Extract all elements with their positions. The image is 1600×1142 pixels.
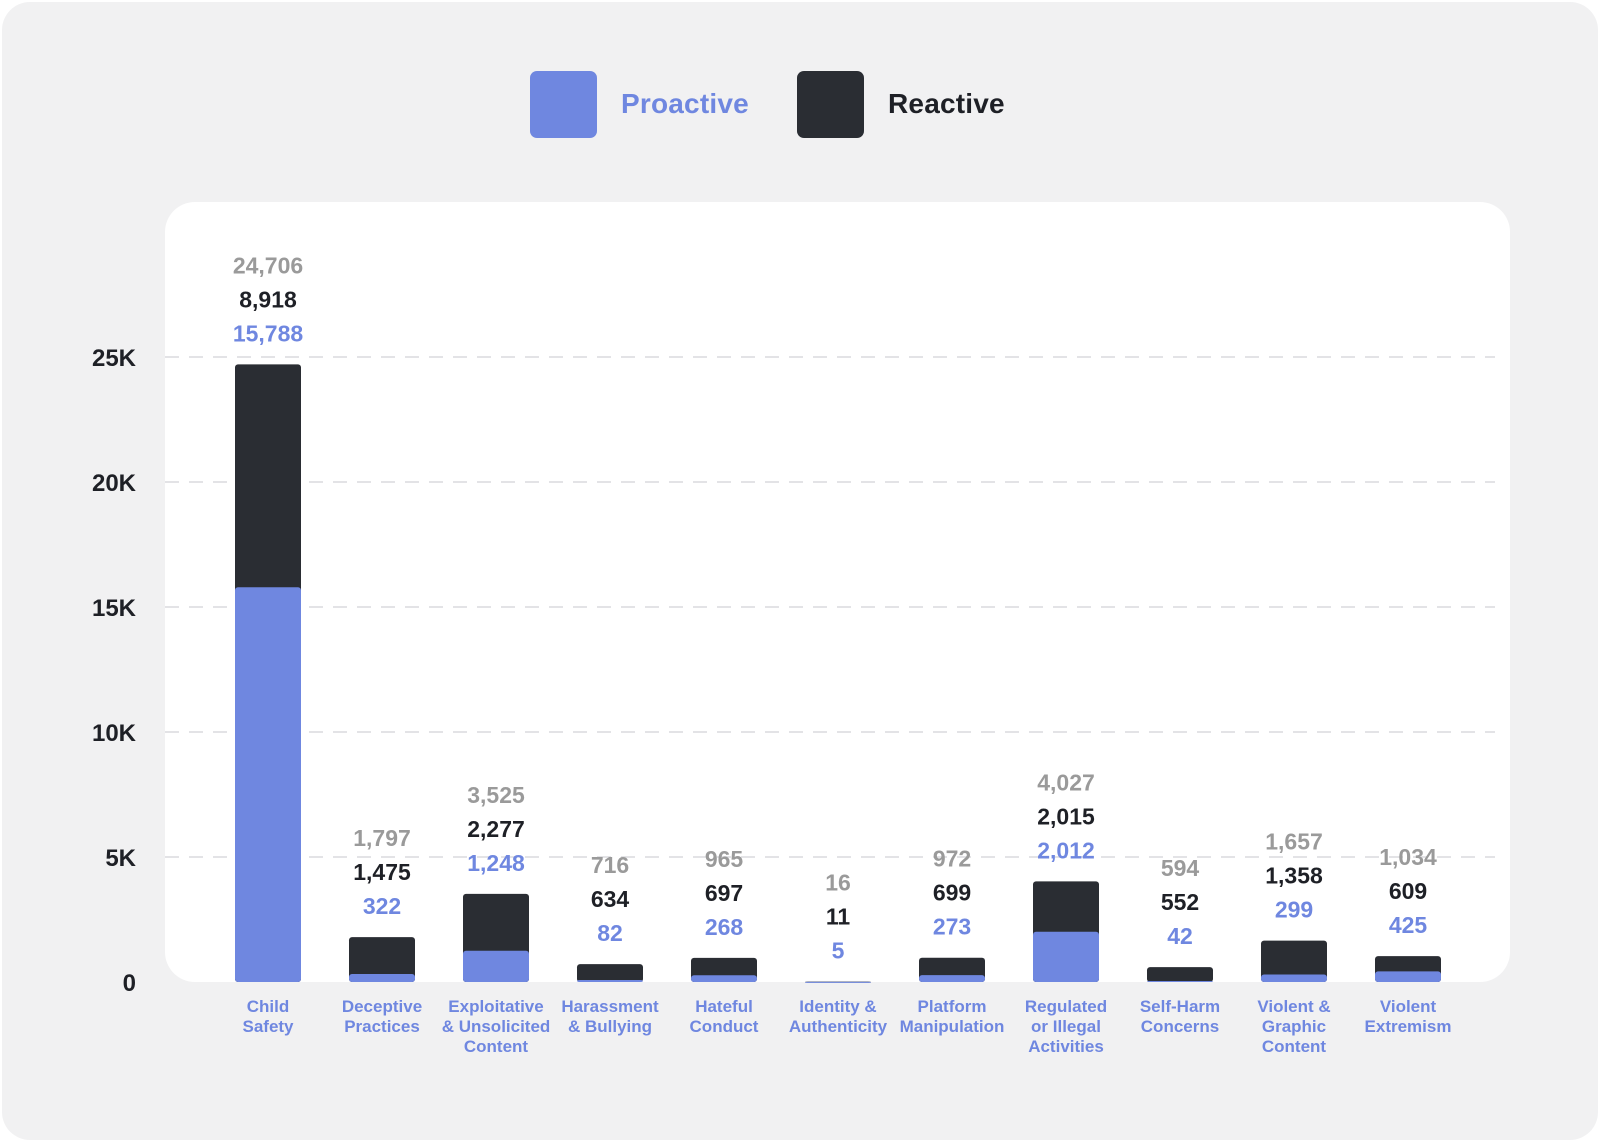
data-label-proactive: 5 xyxy=(832,938,845,964)
x-tick-label: Concerns xyxy=(1141,1017,1219,1036)
data-label-reactive: 2,015 xyxy=(1037,803,1095,829)
legend-label-reactive: Reactive xyxy=(888,88,1005,119)
data-label-total: 965 xyxy=(705,846,744,872)
x-tick-label: Identity & xyxy=(799,997,876,1016)
data-label-proactive: 322 xyxy=(363,893,401,919)
data-label-reactive: 11 xyxy=(826,904,851,930)
bar-reactive xyxy=(577,964,643,982)
data-label-total: 594 xyxy=(1161,855,1200,881)
data-label-total: 3,525 xyxy=(467,782,525,808)
data-label-reactive: 1,475 xyxy=(353,859,411,885)
data-label-proactive: 1,248 xyxy=(467,850,525,876)
x-tick-label: & Unsolicited xyxy=(442,1017,551,1036)
y-tick-label: 0 xyxy=(123,970,136,997)
bar-proactive xyxy=(577,979,643,982)
data-label-reactive: 697 xyxy=(705,880,743,906)
x-tick-label: Practices xyxy=(344,1017,420,1036)
data-label-reactive: 609 xyxy=(1389,878,1427,904)
data-label-total: 1,657 xyxy=(1265,829,1323,855)
legend-item-reactive: Reactive xyxy=(797,70,1005,138)
x-tick-label: Authenticity xyxy=(789,1017,888,1036)
y-tick-label: 25K xyxy=(92,345,137,372)
data-label-reactive: 699 xyxy=(933,880,971,906)
bar-reactive xyxy=(349,937,415,982)
x-tick-label: Violent xyxy=(1380,997,1437,1016)
x-tick-label: Graphic xyxy=(1262,1017,1326,1036)
bar-proactive xyxy=(1147,980,1213,982)
data-label-reactive: 552 xyxy=(1161,889,1199,915)
y-tick-label: 15K xyxy=(92,595,137,622)
x-tick-label: Manipulation xyxy=(900,1017,1005,1036)
legend: Proactive Reactive xyxy=(0,70,1600,138)
x-tick-label: Violent & xyxy=(1257,997,1330,1016)
data-label-proactive: 15,788 xyxy=(233,320,304,346)
data-label-reactive: 634 xyxy=(591,886,630,912)
bar-proactive xyxy=(919,975,985,982)
y-tick-label: 5K xyxy=(105,845,136,872)
x-tick-label: Platform xyxy=(918,997,987,1016)
bar-proactive xyxy=(1375,971,1441,982)
data-label-total: 716 xyxy=(591,852,629,878)
bar-reactive xyxy=(1261,940,1327,982)
bar-reactive xyxy=(1147,967,1213,982)
legend-swatch-reactive xyxy=(797,70,864,138)
x-tick-label: Content xyxy=(464,1037,529,1056)
bar-proactive xyxy=(1261,974,1327,982)
data-label-total: 4,027 xyxy=(1037,769,1095,795)
x-tick-label: Harassment xyxy=(561,997,659,1016)
data-label-total: 1,034 xyxy=(1379,844,1437,870)
x-tick-label: or Illegal xyxy=(1031,1017,1101,1036)
bar-proactive xyxy=(1033,931,1099,982)
x-tick-label: Extremism xyxy=(1365,1017,1452,1036)
bar-proactive xyxy=(235,587,301,982)
legend-swatch-proactive xyxy=(530,70,597,138)
data-label-total: 24,706 xyxy=(233,252,303,278)
bar-proactive xyxy=(463,950,529,982)
x-tick-label: Safety xyxy=(242,1017,294,1036)
x-tick-label: Deceptive xyxy=(342,997,422,1016)
legend-label-proactive: Proactive xyxy=(621,88,749,119)
data-label-reactive: 1,358 xyxy=(1265,863,1323,889)
data-label-total: 16 xyxy=(825,870,851,896)
data-label-reactive: 8,918 xyxy=(239,286,297,312)
data-label-proactive: 273 xyxy=(933,914,971,940)
x-tick-label: Self-Harm xyxy=(1140,997,1220,1016)
data-label-proactive: 268 xyxy=(705,914,744,940)
data-label-proactive: 299 xyxy=(1275,897,1313,923)
y-tick-label: 10K xyxy=(92,720,137,747)
plot-panel xyxy=(165,202,1510,982)
x-tick-label: Regulated xyxy=(1025,997,1107,1016)
x-tick-label: Activities xyxy=(1028,1037,1104,1056)
x-tick-label: Conduct xyxy=(690,1017,759,1036)
bar-proactive xyxy=(691,975,757,982)
bar-proactive xyxy=(349,973,415,982)
data-label-total: 1,797 xyxy=(353,825,411,851)
data-label-proactive: 425 xyxy=(1389,912,1428,938)
data-label-proactive: 2,012 xyxy=(1037,837,1095,863)
y-tick-label: 20K xyxy=(92,470,137,497)
legend-item-proactive: Proactive xyxy=(530,70,749,138)
data-label-total: 972 xyxy=(933,846,971,872)
x-tick-label: Child xyxy=(247,997,290,1016)
bar-proactive xyxy=(805,981,871,983)
x-tick-label: Exploitative xyxy=(448,997,543,1016)
x-tick-label: & Bullying xyxy=(568,1017,652,1036)
data-label-proactive: 42 xyxy=(1167,923,1193,949)
data-label-reactive: 2,277 xyxy=(467,816,525,842)
data-label-proactive: 82 xyxy=(597,920,623,946)
x-tick-label: Hateful xyxy=(695,997,753,1016)
x-tick-label: Content xyxy=(1262,1037,1327,1056)
